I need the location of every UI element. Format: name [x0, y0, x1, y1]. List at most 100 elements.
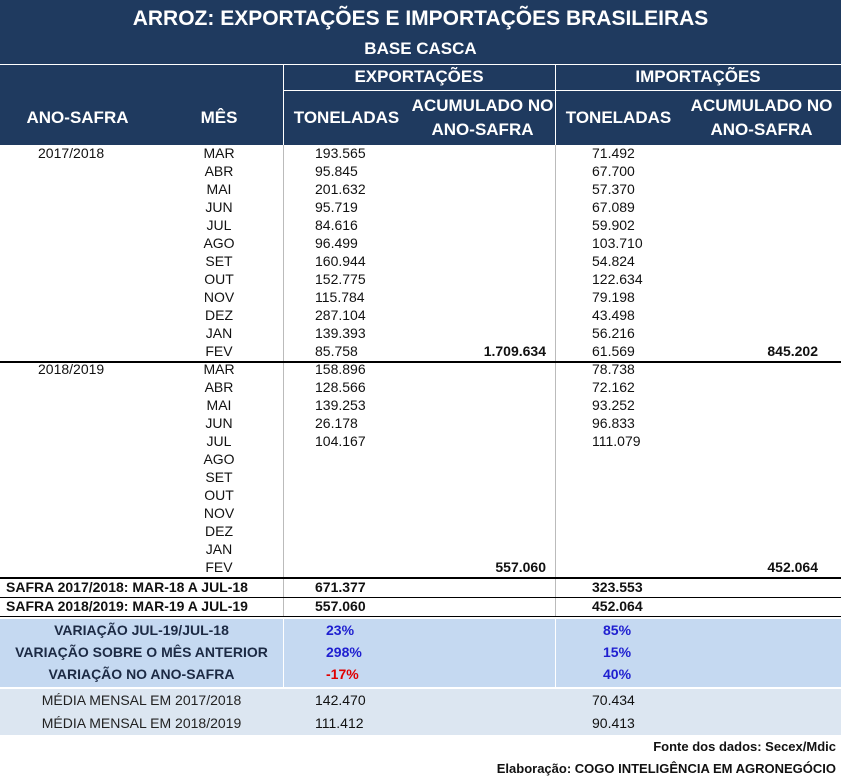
average-band [0, 689, 841, 735]
variation-value: -17% [326, 666, 359, 683]
month: FEV [205, 559, 233, 576]
month: NOV [203, 505, 235, 522]
cell: 139.393 [315, 325, 366, 342]
variation-value: 298% [326, 644, 362, 661]
cell: 85.758 [315, 343, 358, 360]
cell: 59.902 [592, 217, 635, 234]
cell: 70.434 [592, 691, 635, 708]
month: ABR [204, 163, 234, 180]
cell: 71.492 [592, 145, 635, 162]
cell: 95.719 [315, 199, 358, 216]
cell: 57.370 [592, 181, 635, 198]
cell: 452.064 [592, 597, 643, 614]
column-header: MÊS [200, 108, 238, 128]
cell: 56.216 [592, 325, 635, 342]
cell: 452.064 [767, 559, 818, 576]
column-header: ACUMULADO NO ANO-SAFRA [411, 96, 554, 139]
average-label: MÉDIA MENSAL EM 2017/2018 [41, 691, 242, 708]
cell: 67.089 [592, 199, 635, 216]
footer-credit: Elaboração: COGO INTELIGÊNCIA EM AGRONEG… [496, 760, 836, 776]
variation-value: 23% [326, 622, 355, 639]
cell: 845.202 [767, 343, 818, 360]
month: SET [205, 253, 233, 270]
variation-label: VARIAÇÃO SOBRE O MÊS ANTERIOR [15, 644, 268, 661]
group-header: IMPORTAÇÕES [635, 67, 761, 87]
column-header: TONELADAS [293, 108, 400, 128]
col-line [283, 619, 284, 687]
header-line [555, 64, 556, 145]
cell: 201.632 [315, 181, 366, 198]
cell: 90.413 [592, 714, 635, 731]
footer-source: Fonte dos dados: Secex/Mdic [653, 738, 836, 754]
column-header: ANO-SAFRA [26, 108, 129, 128]
month: FEV [205, 343, 233, 360]
cell: 111.412 [315, 714, 364, 731]
header-line [283, 90, 841, 91]
cell: 115.784 [315, 289, 365, 306]
month: MAI [206, 181, 232, 198]
cell: 26.178 [315, 415, 358, 432]
row-line [0, 616, 841, 617]
cell: 54.824 [592, 253, 635, 270]
variation-value: 15% [603, 644, 632, 661]
cell: 152.775 [315, 271, 366, 288]
cell: 67.700 [592, 163, 635, 180]
cell: 158.896 [315, 361, 366, 378]
month: MAR [203, 361, 235, 378]
month: OUT [204, 487, 234, 504]
cell: 78.738 [592, 361, 635, 378]
cell: 287.104 [315, 307, 366, 324]
col-line [555, 145, 556, 617]
total-label: SAFRA 2018/2019: MAR-19 A JUL-19 [6, 597, 248, 614]
month: DEZ [205, 523, 233, 540]
cell: 111.079 [592, 433, 641, 450]
variation-value: 40% [603, 666, 632, 683]
column-header: ACUMULADO NO ANO-SAFRA [690, 96, 833, 139]
month: JUN [205, 199, 233, 216]
month: ABR [204, 379, 234, 396]
cell: 43.498 [592, 307, 635, 324]
month: OUT [204, 271, 234, 288]
row-line [0, 577, 841, 579]
col-line [555, 619, 556, 687]
month: JUL [206, 217, 232, 234]
total-label: SAFRA 2017/2018: MAR-18 A JUL-18 [6, 578, 248, 595]
cell: 193.565 [315, 145, 366, 162]
col-line [283, 145, 284, 617]
month: SET [205, 469, 233, 486]
cell: 96.499 [315, 235, 358, 252]
cell: 142.470 [315, 691, 366, 708]
month: AGO [203, 451, 235, 468]
column-header: TONELADAS [565, 108, 672, 128]
cell: 103.710 [592, 235, 643, 252]
variation-label: VARIAÇÃO NO ANO-SAFRA [48, 666, 235, 683]
month: JAN [205, 325, 233, 342]
month: NOV [203, 289, 235, 306]
variation-band [0, 619, 841, 687]
header-band [0, 0, 841, 145]
cell: 122.634 [592, 271, 643, 288]
cell: 557.060 [315, 597, 366, 614]
cell: 96.833 [592, 415, 635, 432]
cell: 671.377 [315, 578, 366, 595]
month: AGO [203, 235, 235, 252]
cell: 95.845 [315, 163, 358, 180]
cell: 139.253 [315, 397, 366, 414]
title: ARROZ: EXPORTAÇÕES E IMPORTAÇÕES BRASILE… [132, 7, 709, 31]
variation-value: 85% [603, 622, 632, 639]
month: JUN [205, 415, 233, 432]
cell: 72.162 [592, 379, 635, 396]
month: MAI [206, 397, 232, 414]
cell: 79.198 [592, 289, 635, 306]
cell: 323.553 [592, 578, 643, 595]
cell: 61.569 [592, 343, 635, 360]
header-line [0, 64, 841, 65]
season-label: 2017/2018 [38, 145, 105, 162]
cell: 93.252 [592, 397, 635, 414]
row-line [0, 361, 841, 363]
month: JAN [205, 541, 233, 558]
group-header: EXPORTAÇÕES [354, 67, 484, 87]
month: DEZ [205, 307, 233, 324]
month: MAR [203, 145, 235, 162]
